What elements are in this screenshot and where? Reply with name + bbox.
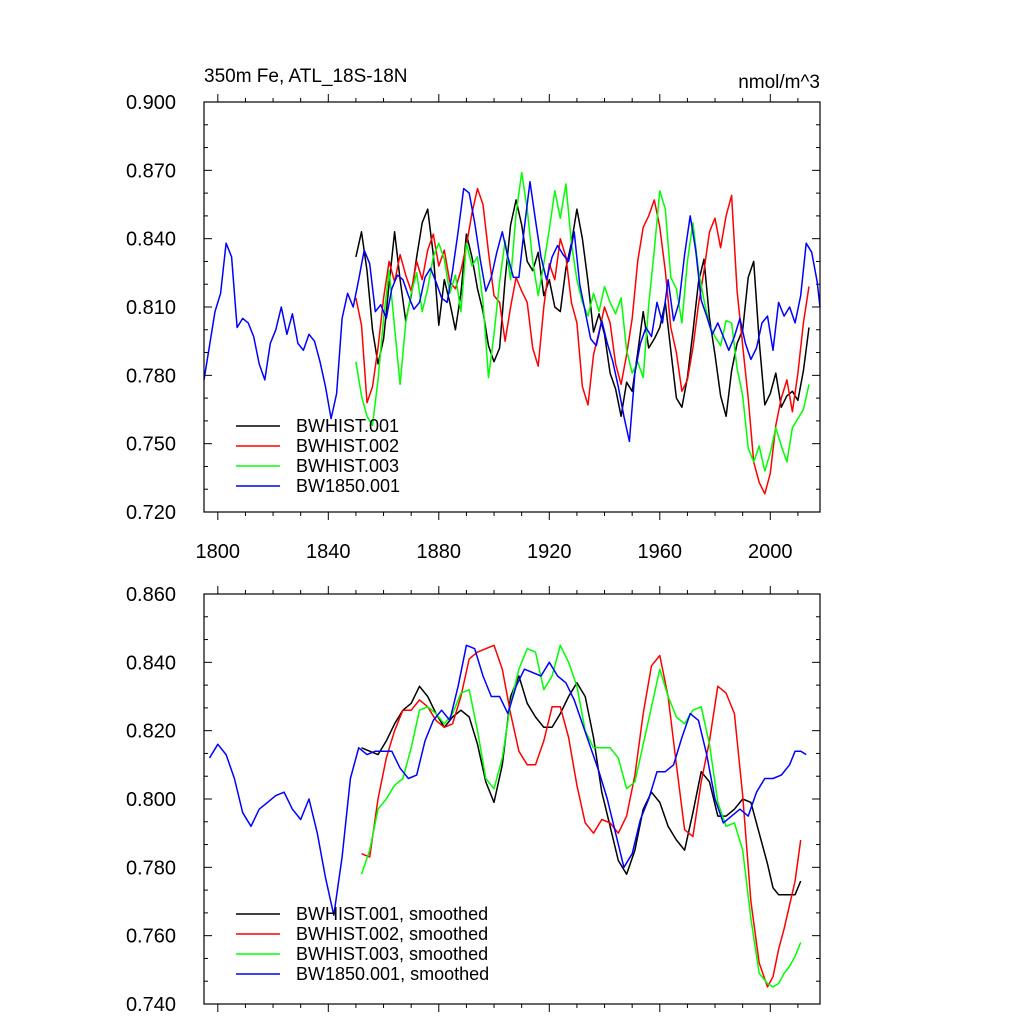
top-y-tick-label: 0.750 — [126, 434, 176, 456]
top-x-tick-label: 1960 — [638, 541, 683, 563]
top-chart-frame — [203, 101, 821, 513]
top-chart-ticks: 0.720 0.750 0.780 0.810 0.840 0.870 0.900 1800 1… — [126, 92, 820, 563]
top-y-tick-label: 0.840 — [126, 229, 176, 251]
top-x-tick-label: 2000 — [748, 541, 793, 563]
top-y-tick-label: 0.780 — [126, 365, 176, 387]
top-x-tick-label: 1880 — [417, 541, 462, 563]
bottom-y-tick-label: 0.820 — [126, 721, 176, 743]
bottom-chart-ticks: 0.740 0.760 0.780 0.800 0.820 0.840 0.860 — [126, 584, 820, 1016]
bottom-legend-label-0: BWHIST.001, smoothed — [296, 904, 488, 924]
top-y-tick-label: 0.900 — [126, 92, 176, 114]
top-x-tick-label: 1920 — [527, 541, 572, 563]
bottom-y-tick-label: 0.780 — [126, 857, 176, 879]
top-x-tick-label: 1840 — [306, 541, 351, 563]
bottom-series-line-1 — [361, 644, 802, 988]
top-legend-label-1: BWHIST.002 — [296, 436, 399, 456]
bottom-y-tick-label: 0.840 — [126, 652, 176, 674]
top-y-tick-label: 0.870 — [126, 160, 176, 182]
bottom-y-tick-label: 0.760 — [126, 926, 176, 948]
bottom-chart-plot-area — [208, 644, 807, 988]
bottom-legend-label-2: BWHIST.003, smoothed — [296, 944, 488, 964]
top-legend-label-0: BWHIST.001 — [296, 416, 399, 436]
bottom-y-tick-label: 0.740 — [126, 994, 176, 1016]
bottom-legend-label-3: BW1850.001, smoothed — [296, 964, 489, 984]
bottom-y-tick-label: 0.860 — [126, 584, 176, 606]
bottom-y-tick-label: 0.800 — [126, 789, 176, 811]
top-legend-label-3: BW1850.001 — [296, 476, 400, 496]
top-y-tick-label: 0.720 — [126, 502, 176, 524]
bottom-chart-frame — [203, 593, 821, 1005]
top-x-tick-label: 1800 — [196, 541, 241, 563]
top-chart-panel: 350m Fe, ATL_18S-18N nmol/m^3 0.720 0.750… — [126, 66, 821, 563]
top-legend-label-2: BWHIST.003 — [296, 456, 399, 476]
top-y-tick-label: 0.810 — [126, 297, 176, 319]
top-chart-left-title: 350m Fe, ATL_18S-18N — [204, 66, 407, 87]
top-series-line-3 — [203, 180, 821, 443]
top-chart-right-title: nmol/m^3 — [738, 72, 820, 93]
top-series-line-1 — [355, 187, 810, 495]
bottom-series-line-3 — [208, 644, 807, 916]
bottom-chart-panel: 0.740 0.760 0.780 0.800 0.820 0.840 0.860 BWHI… — [126, 584, 821, 1016]
top-chart-plot-area — [203, 171, 821, 495]
bottom-legend-label-1: BWHIST.002, smoothed — [296, 924, 488, 944]
